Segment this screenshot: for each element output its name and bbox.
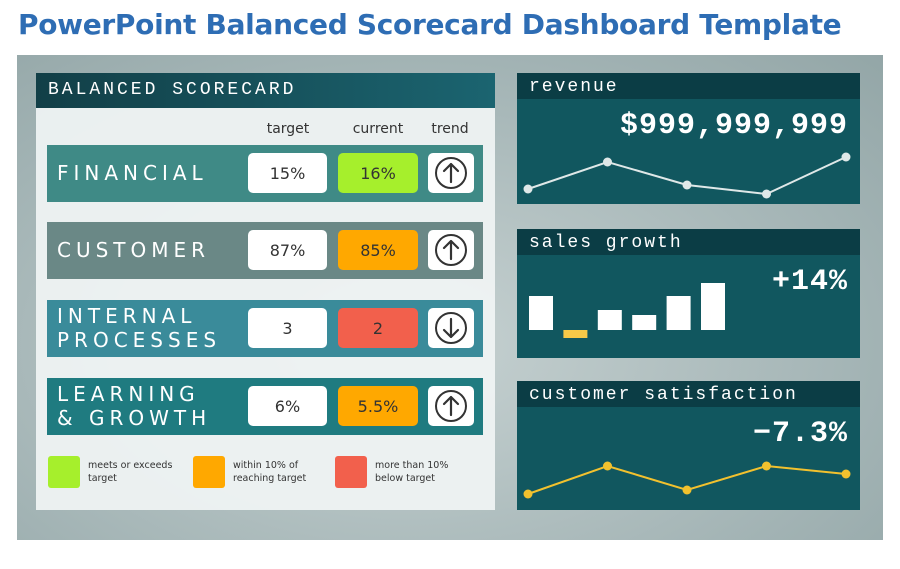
trend-box (428, 153, 474, 193)
bar (666, 296, 691, 330)
line-point (682, 485, 692, 495)
row-label: FINANCIAL (57, 161, 208, 185)
trend-arrow (442, 162, 460, 184)
legend-label: meets or exceeds target (88, 460, 173, 484)
row-label: LEARNING & GROWTH (57, 382, 211, 430)
bar (563, 330, 588, 338)
mini-chart (523, 152, 851, 199)
trend-circle (435, 312, 467, 344)
row-label: INTERNAL PROCESSES (57, 304, 221, 352)
trend-icon (435, 390, 467, 422)
target-box: 3 (248, 308, 327, 348)
sales-growth-panel: sales growth +14% (517, 229, 860, 358)
trend-icon (435, 312, 467, 344)
scorecard-row: INTERNAL PROCESSES 3 2 (47, 300, 483, 357)
panel-title: sales growth (529, 233, 683, 253)
trend-circle (435, 234, 467, 266)
bar (529, 296, 553, 330)
panel-header: customer satisfaction (517, 381, 860, 407)
current-box: 16% (338, 153, 418, 193)
scorecard: BALANCED SCORECARD target current trend FIN… (36, 73, 495, 510)
line-point (841, 152, 851, 162)
current-box: 2 (338, 308, 418, 348)
panel-value: +14% (771, 265, 848, 299)
bar (597, 310, 622, 330)
bar (701, 283, 725, 330)
row-label-line: PROCESSES (57, 328, 222, 352)
row-label-line: & GROWTH (57, 406, 212, 430)
legend-swatch (335, 456, 367, 488)
panel-header: sales growth (517, 229, 860, 255)
scorecard-header: BALANCED SCORECARD (36, 73, 495, 108)
trend-box (428, 386, 474, 426)
line-point (523, 184, 533, 194)
trend-box (428, 308, 474, 348)
current-box: 85% (338, 230, 418, 270)
page-title: PowerPoint Balanced Scorecard Dashboard … (18, 8, 842, 41)
scorecard-title: BALANCED SCORECARD (48, 80, 297, 100)
legend-label: more than 10% below target (375, 460, 449, 484)
line-point (841, 469, 851, 479)
dashboard: BALANCED SCORECARD target current trend FIN… (17, 55, 883, 540)
target-box: 87% (248, 230, 327, 270)
bar (632, 315, 657, 330)
scorecard-row: CUSTOMER 87% 85% (47, 222, 483, 279)
mini-chart (529, 283, 725, 338)
panel-title: revenue (529, 77, 619, 97)
line-point (682, 180, 692, 190)
mini-chart (523, 461, 851, 499)
revenue-panel: revenue $999,999,999 (517, 73, 860, 204)
panel-title: customer satisfaction (529, 385, 798, 405)
column-header: target (266, 121, 310, 137)
line-point (603, 461, 612, 471)
current-box: 5.5% (338, 386, 418, 426)
panel-value: $999,999,999 (619, 109, 848, 143)
legend-swatch (193, 456, 225, 488)
trend-icon (435, 234, 467, 266)
target-box: 15% (248, 153, 327, 193)
trend-arrow (442, 395, 460, 417)
customer-satisfaction-panel: customer satisfaction −7.3% (517, 381, 860, 510)
line-point (762, 461, 771, 471)
line-point (762, 189, 771, 199)
scorecard-row: LEARNING & GROWTH 6% 5.5% (47, 378, 483, 435)
row-label-line: LEARNING (57, 382, 200, 406)
panel-header: revenue (517, 73, 860, 99)
row-label-line: CUSTOMER (57, 238, 211, 262)
trend-arrow (442, 317, 460, 339)
trend-circle (435, 390, 467, 422)
row-label-line: FINANCIAL (57, 161, 208, 185)
line-point (603, 157, 612, 167)
target-box: 6% (248, 386, 327, 426)
row-label-line: INTERNAL (57, 304, 197, 328)
trend-arrow (442, 239, 460, 261)
trend-icon (435, 157, 467, 189)
trend-box (428, 230, 474, 270)
legend-label: within 10% of reaching target (233, 460, 307, 484)
column-header: current (352, 121, 404, 137)
legend-swatch (48, 456, 80, 488)
panel-value: −7.3% (752, 417, 848, 451)
column-header: trend (431, 121, 469, 137)
line-point (523, 489, 533, 499)
row-label: CUSTOMER (57, 238, 210, 262)
scorecard-row: FINANCIAL 15% 16% (47, 145, 483, 202)
trend-circle (435, 157, 467, 189)
